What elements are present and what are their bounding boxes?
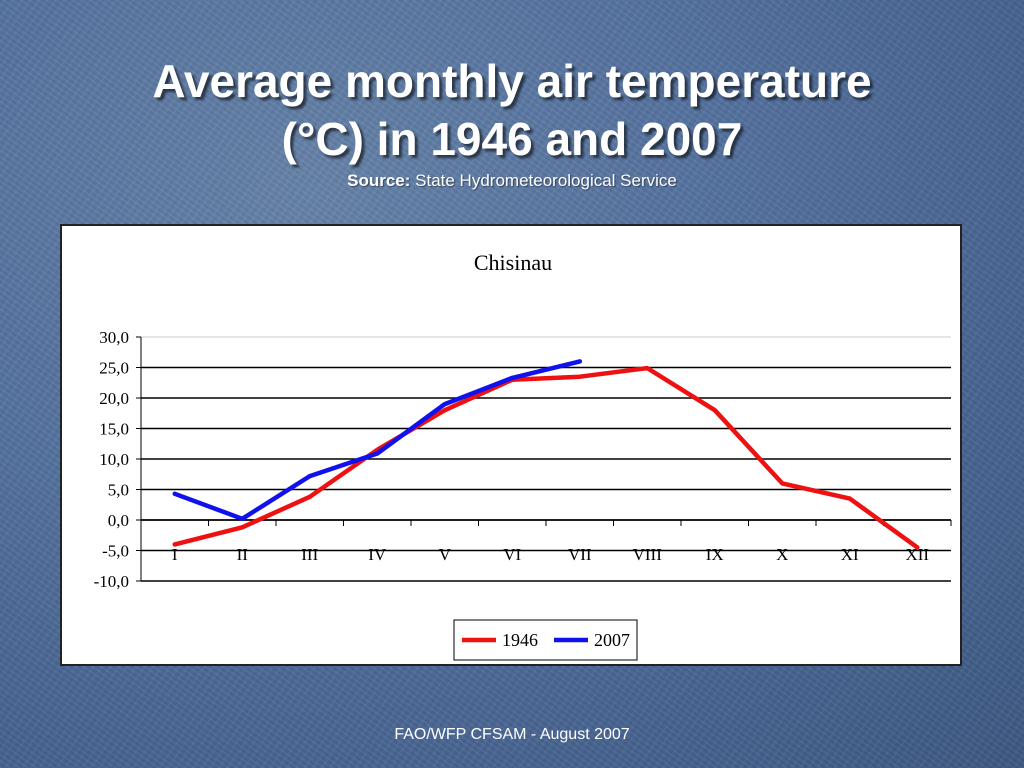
y-tick-label: 0,0 — [108, 511, 129, 530]
source-line: Source: State Hydrometeorological Servic… — [0, 171, 1024, 191]
title-line-2: (°C) in 1946 and 2007 — [281, 113, 743, 165]
data-point-1946 — [712, 408, 717, 413]
temperature-chart: Chisinau 30,0 25,0 20,0 15,0 10,0 5,0 0,0 -5,0 -1… — [94, 250, 952, 661]
x-tick-label: IX — [706, 545, 724, 564]
x-tick-label: III — [301, 545, 318, 564]
data-point-1946 — [172, 542, 177, 547]
legend-label-1946: 1946 — [502, 630, 538, 650]
data-point-1946 — [442, 408, 447, 413]
y-tick-label: 25,0 — [99, 359, 129, 378]
source-text: State Hydrometeorological Service — [415, 171, 677, 190]
x-tick-label: VIII — [633, 545, 663, 564]
x-tick-label: VII — [568, 545, 592, 564]
y-tick-label: 10,0 — [99, 450, 129, 469]
data-point-2007 — [375, 451, 380, 456]
data-point-2007 — [577, 359, 582, 364]
data-point-1946 — [645, 366, 650, 371]
x-tick-label: V — [439, 545, 452, 564]
data-point-2007 — [442, 402, 447, 407]
x-tick-label: VI — [503, 545, 521, 564]
data-point-1946 — [240, 525, 245, 530]
x-tick-label: I — [172, 545, 178, 564]
x-tick-label: X — [776, 545, 788, 564]
legend-label-2007: 2007 — [594, 630, 630, 650]
slide-title: Average monthly air temperature (°C) in … — [0, 52, 1024, 168]
title-line-1: Average monthly air temperature — [152, 55, 872, 107]
y-tick-label: -10,0 — [94, 572, 129, 591]
chart-title: Chisinau — [474, 250, 552, 275]
chart-container: Chisinau 30,0 25,0 20,0 15,0 10,0 5,0 0,0 -5,0 -1… — [60, 224, 962, 666]
legend-box — [453, 619, 638, 661]
y-tick-label: 30,0 — [99, 328, 129, 347]
data-point-2007 — [240, 516, 245, 521]
data-point-1946 — [915, 545, 920, 550]
data-point-2007 — [307, 474, 312, 479]
data-point-2007 — [510, 375, 515, 380]
y-tick-label: 5,0 — [108, 481, 129, 500]
series-line-2007 — [172, 359, 583, 522]
data-point-1946 — [847, 496, 852, 501]
data-point-2007 — [172, 491, 177, 496]
y-tick-label: 20,0 — [99, 389, 129, 408]
x-tick-label: II — [237, 545, 249, 564]
x-tick-label: XII — [905, 545, 929, 564]
series-line-1946 — [172, 365, 920, 550]
x-tick-label: XI — [841, 545, 859, 564]
slide-footer: FAO/WFP CFSAM - August 2007 — [394, 726, 630, 743]
y-tick-label: 15,0 — [99, 420, 129, 439]
data-point-1946 — [307, 494, 312, 499]
x-tick-label: IV — [368, 545, 387, 564]
y-tick-label: -5,0 — [102, 542, 129, 561]
source-label: Source: — [347, 171, 411, 190]
data-point-1946 — [780, 481, 785, 486]
data-point-1946 — [577, 374, 582, 379]
